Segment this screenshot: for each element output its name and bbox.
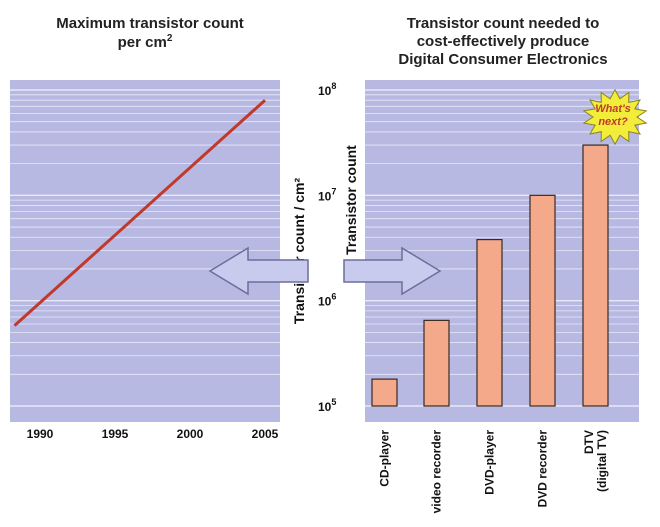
x-tick-label: 2000	[177, 427, 204, 441]
category-label: DTV	[582, 430, 596, 454]
y-tick-label: 107	[318, 186, 336, 203]
category-label: DVD-player	[483, 430, 497, 495]
x-tick-label: 1990	[27, 427, 54, 441]
right-chart-title-line2: cost-effectively produce	[417, 33, 590, 50]
left-gridlines	[10, 89, 280, 407]
bar	[529, 194, 556, 407]
y-axis-label-right: Transistor count	[343, 145, 359, 255]
category-label: video recorder	[430, 430, 444, 514]
bar	[582, 144, 609, 407]
category-labels: CD-player video recorder DVD-player DVD rec…	[378, 430, 610, 514]
arrow-left-icon	[208, 246, 309, 296]
series-line	[13, 99, 267, 327]
right-chart-title-line3: Digital Consumer Electronics	[398, 51, 607, 68]
annotation-line2: next?	[598, 116, 628, 128]
category-label: DVD recorder	[536, 430, 550, 508]
category-label: CD-player	[378, 430, 392, 487]
arrow-right-icon	[343, 246, 442, 296]
starburst-icon	[582, 88, 648, 146]
x-tick-label: 2005	[252, 427, 279, 441]
y-tick-label: 105	[318, 397, 336, 414]
bar	[423, 319, 450, 407]
y-axis-ticks: 105 106 107 108	[318, 81, 336, 414]
y-axis-label-left: Transistor count / cm²	[291, 178, 307, 325]
x-tick-label: 1995	[102, 427, 129, 441]
category-label: (digital TV)	[595, 430, 609, 492]
left-chart-title-line2: per cm2	[118, 33, 173, 51]
y-tick-label: 108	[318, 81, 336, 98]
left-x-ticks: 1990 1995 2000 2005	[27, 427, 279, 441]
y-tick-label: 106	[318, 292, 336, 309]
left-chart-title: Maximum transistor count	[56, 15, 244, 32]
bar	[476, 238, 503, 407]
annotation-line1: What's	[595, 103, 631, 115]
bar	[371, 378, 398, 407]
right-chart-title-line1: Transistor count needed to	[407, 15, 600, 32]
left-plot-area	[10, 80, 280, 422]
bar-group	[371, 144, 609, 407]
